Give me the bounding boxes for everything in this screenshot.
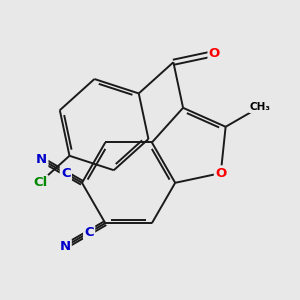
Text: Cl: Cl xyxy=(33,176,47,189)
Text: O: O xyxy=(209,47,220,60)
Text: C: C xyxy=(84,226,94,239)
Text: CH₃: CH₃ xyxy=(249,102,270,112)
Text: N: N xyxy=(36,153,47,166)
Text: N: N xyxy=(59,240,70,253)
Text: C: C xyxy=(61,167,71,180)
Text: O: O xyxy=(215,167,226,180)
